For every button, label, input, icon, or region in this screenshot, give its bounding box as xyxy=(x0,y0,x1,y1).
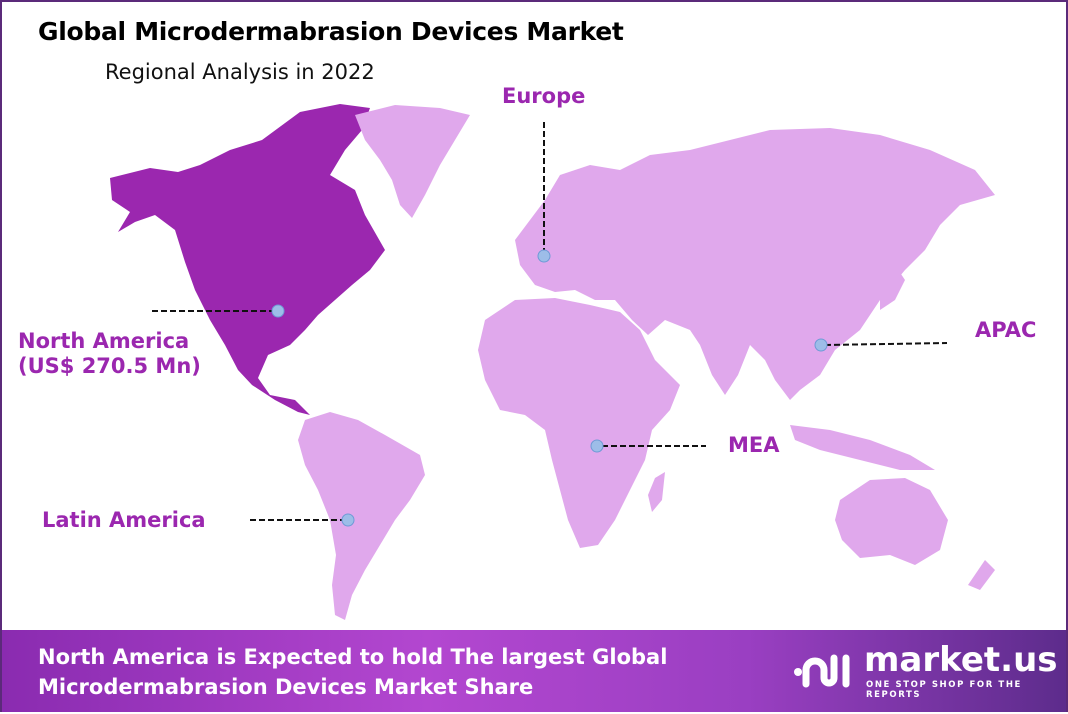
footer-text: North America is Expected to hold The la… xyxy=(38,642,667,702)
footer-line-1: North America is Expected to hold The la… xyxy=(38,645,668,669)
chart-subtitle: Regional Analysis in 2022 xyxy=(105,60,375,84)
label-apac: APAC xyxy=(975,318,1037,342)
world-map xyxy=(110,104,995,620)
region-greenland xyxy=(355,105,470,218)
marker-europe xyxy=(537,249,551,263)
marker-mea xyxy=(590,439,604,453)
chart-title: Global Microdermabrasion Devices Market xyxy=(38,17,624,46)
region-japan xyxy=(880,265,905,310)
region-australia xyxy=(835,478,948,565)
label-north-america-name: North America xyxy=(18,329,190,353)
brand-tagline: ONE STOP SHOP FOR THE REPORTS xyxy=(866,680,1022,700)
market-us-logo-icon xyxy=(794,654,850,688)
region-new-zealand xyxy=(968,560,995,590)
region-madagascar xyxy=(648,472,665,512)
brand-logo: market.us ONE STOP SHOP FOR THE REPORTS xyxy=(792,640,1058,700)
region-mea[interactable] xyxy=(478,298,680,548)
marker-apac xyxy=(814,338,828,352)
leader-apac xyxy=(824,342,948,346)
region-north-america[interactable] xyxy=(110,104,385,415)
label-north-america-value: (US$ 270.5 Mn) xyxy=(18,354,201,379)
marker-north-america xyxy=(271,304,285,318)
region-eurasia[interactable] xyxy=(515,128,995,400)
region-southeast-asia xyxy=(790,425,935,470)
label-europe: Europe xyxy=(502,84,586,108)
region-latin-america[interactable] xyxy=(298,412,425,620)
label-mea: MEA xyxy=(728,433,780,457)
label-north-america: North America (US$ 270.5 Mn) xyxy=(18,329,201,379)
footer-line-2: Microdermabrasion Devices Market Share xyxy=(38,675,534,699)
marker-latin-america xyxy=(341,513,355,527)
label-latin-america: Latin America xyxy=(42,508,206,532)
footer-banner: North America is Expected to hold The la… xyxy=(2,630,1066,712)
brand-name: market.us xyxy=(864,640,1058,680)
